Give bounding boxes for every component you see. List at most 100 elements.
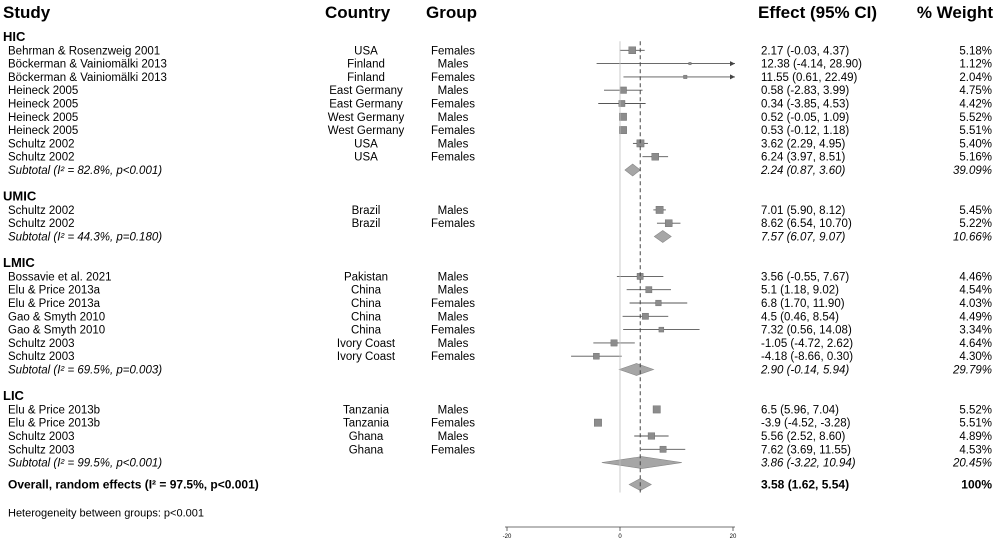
group-header: Group (426, 3, 477, 22)
country-cell: Finland (347, 72, 385, 84)
country-cell: West Germany (328, 112, 405, 124)
study-name: Böckerman & Vainiomälki 2013 (8, 59, 167, 71)
section-label: HIC (3, 29, 26, 44)
effect-cell: 11.55 (0.61, 22.49) (761, 72, 857, 84)
subtotal-label: Subtotal (I² = 82.8%, p<0.001) (8, 165, 162, 177)
country-cell: East Germany (329, 99, 403, 111)
study-name: Behrman & Rosenzweig 2001 (8, 45, 160, 57)
group-cell: Females (431, 218, 475, 230)
effect-cell: 0.58 (-2.83, 3.99) (761, 85, 849, 97)
group-cell: Females (431, 444, 475, 456)
weight-cell: 4.42% (959, 99, 992, 111)
effect-cell: 7.62 (3.69, 11.55) (761, 444, 851, 456)
effect-cell: 0.34 (-3.85, 4.53) (761, 99, 849, 111)
x-tick-label: 20 (730, 534, 737, 540)
weight-cell: 4.75% (959, 85, 992, 97)
weight-cell: 4.54% (959, 285, 992, 297)
study-name: Heineck 2005 (8, 99, 78, 111)
subtotal-effect: 3.86 (-3.22, 10.94) (761, 458, 856, 470)
effect-cell: 6.24 (3.97, 8.51) (761, 152, 846, 164)
section-label: LIC (3, 388, 25, 403)
effect-cell: 3.56 (-0.55, 7.67) (761, 271, 849, 283)
study-name: Elu & Price 2013b (8, 418, 100, 430)
group-cell: Males (438, 338, 469, 350)
country-cell: China (351, 311, 382, 323)
study-name: Schultz 2002 (8, 138, 75, 150)
country-cell: Brazil (352, 205, 381, 217)
country-cell: USA (354, 152, 378, 164)
country-cell: East Germany (329, 85, 403, 97)
weight-cell: 4.53% (959, 444, 992, 456)
weight-cell: 5.52% (959, 404, 992, 416)
study-name: Elu & Price 2013a (8, 298, 101, 310)
subtotal-weight: 20.45% (952, 458, 992, 470)
study-name: Bossavie et al. 2021 (8, 271, 112, 283)
group-cell: Males (438, 404, 469, 416)
weight-cell: 1.12% (959, 59, 992, 71)
x-axis: -20 0 20 (503, 41, 737, 540)
effect-cell: 5.56 (2.52, 8.60) (761, 431, 846, 443)
country-cell: Ghana (349, 431, 384, 443)
effect-cell: 4.5 (0.46, 8.54) (761, 311, 839, 323)
group-cell: Males (438, 285, 469, 297)
effect-cell: 7.32 (0.56, 14.08) (761, 325, 852, 337)
weight-cell: 2.04% (959, 72, 992, 84)
study-marker (618, 100, 626, 107)
subtotal-label: Subtotal (I² = 99.5%, p<0.001) (8, 458, 162, 470)
study-name: Heineck 2005 (8, 112, 78, 124)
group-cell: Males (438, 431, 469, 443)
study-name: Gao & Smyth 2010 (8, 325, 105, 337)
group-cell: Females (431, 125, 475, 137)
effect-cell: 6.5 (5.96, 7.04) (761, 404, 839, 416)
study-marker (655, 299, 662, 307)
section-label: LMIC (3, 255, 35, 270)
study-name: Schultz 2002 (8, 218, 75, 230)
group-cell: Males (438, 138, 469, 150)
study-name: Schultz 2002 (8, 205, 75, 217)
study-marker (642, 312, 649, 320)
weight-cell: 4.64% (959, 338, 992, 350)
country-cell: China (351, 285, 382, 297)
group-cell: Females (431, 45, 475, 57)
country-cell: Brazil (352, 218, 381, 230)
effect-cell: 8.62 (6.54, 10.70) (761, 218, 852, 230)
weight-cell: 5.51% (959, 418, 992, 430)
overall-weight: 100% (961, 478, 992, 492)
country-cell: Pakistan (344, 271, 388, 283)
group-cell: Males (438, 85, 469, 97)
study-name: Schultz 2003 (8, 338, 75, 350)
overall-effect: 3.58 (1.62, 5.54) (761, 478, 849, 492)
study-name: Böckerman & Vainiomälki 2013 (8, 72, 167, 84)
study-marker (652, 405, 661, 414)
effect-cell: -4.18 (-8.66, 0.30) (761, 351, 853, 363)
study-arrow (730, 61, 735, 67)
study-marker (645, 286, 653, 294)
study-marker (651, 153, 659, 161)
subtotal-diamond (618, 363, 655, 376)
section-label: UMIC (3, 189, 37, 204)
study-marker (619, 112, 627, 121)
effect-cell: -3.9 (-4.52, -3.28) (761, 418, 851, 430)
study-name: Elu & Price 2013b (8, 404, 100, 416)
x-tick-label: 0 (618, 534, 622, 540)
country-cell: USA (354, 138, 378, 150)
study-marker (664, 219, 673, 227)
study-arrow (730, 74, 735, 80)
study-name: Schultz 2003 (8, 444, 75, 456)
study-name: Schultz 2003 (8, 351, 75, 363)
effect-header: Effect (95% CI) (758, 3, 877, 22)
study-marker (610, 339, 618, 347)
subtotal-effect: 7.57 (6.07, 9.07) (761, 232, 846, 244)
study-name: Elu & Price 2013a (8, 285, 101, 297)
country-cell: Finland (347, 59, 385, 71)
effect-cell: -1.05 (-4.72, 2.62) (761, 338, 853, 350)
country-cell: Ivory Coast (337, 338, 396, 350)
effect-cell: 0.52 (-0.05, 1.09) (761, 112, 849, 124)
weight-cell: 4.49% (959, 311, 992, 323)
country-cell: China (351, 325, 382, 337)
study-marker (619, 126, 627, 134)
study-marker (628, 46, 636, 55)
study-name: Gao & Smyth 2010 (8, 311, 105, 323)
